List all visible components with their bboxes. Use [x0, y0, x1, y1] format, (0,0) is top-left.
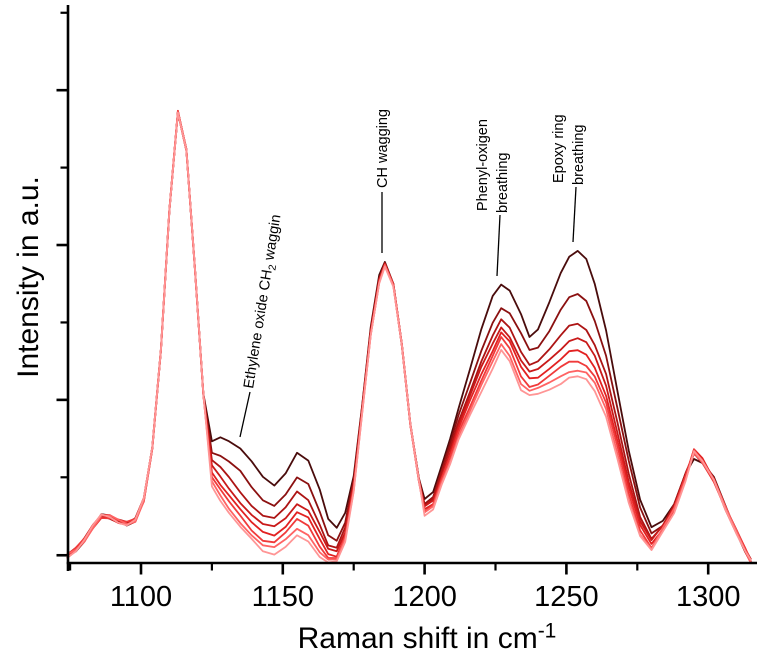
spectrum-line-7 — [66, 111, 752, 564]
label-text-part: waggin — [261, 213, 285, 265]
spectrum-line-4 — [66, 111, 752, 564]
x-axis-tick-label: 1200 — [392, 581, 457, 613]
x-axis-tick-label: 1100 — [110, 581, 172, 613]
label-text-part: breathing — [571, 125, 587, 185]
annotation-leader-line — [496, 214, 501, 277]
annotation-label: breathing — [495, 153, 511, 213]
spectrum-line-1 — [66, 111, 752, 563]
annotation-leader-line — [239, 391, 251, 438]
annotation-label: Epoxy ring — [551, 114, 567, 183]
label-text-part: Ethylene oxide CH — [241, 269, 276, 390]
x-axis-tick-label: 1300 — [676, 581, 741, 613]
y-axis — [56, 5, 70, 571]
annotation-epoxy-ring-breathing: Epoxy ring breathing — [551, 114, 587, 243]
spectrum-line-2 — [66, 110, 752, 560]
annotation-label: Phenyl-oxigen — [475, 119, 491, 211]
x-axis: 1100 1150 1200 1250 1300 — [66, 561, 757, 613]
label-text-part: Phenyl-oxigen — [475, 119, 491, 211]
annotation-ch-wagging: CH wagging — [375, 109, 391, 253]
label-text-part: CH wagging — [375, 109, 391, 188]
y-axis-title: Intensity in a.u. — [12, 176, 45, 378]
annotation-leader-line — [572, 186, 577, 243]
spectra-series — [66, 109, 752, 564]
label-text-part: -1 — [538, 620, 557, 643]
label-text-part: Epoxy ring — [551, 114, 567, 183]
label-text-part: breathing — [495, 153, 511, 213]
spectrum-line-3 — [66, 110, 752, 563]
x-axis-tick-label: 1150 — [252, 581, 314, 613]
x-axis-title: Raman shift in cm-1 — [298, 620, 557, 656]
annotation-label: CH wagging — [375, 109, 391, 188]
annotation-label: breathing — [571, 125, 587, 185]
label-text-part: Raman shift in cm — [298, 622, 538, 655]
spectrum-line-5 — [66, 111, 752, 560]
label-text-part: 2 — [267, 264, 279, 272]
spectrum-line-8 — [66, 111, 752, 564]
annotation-phenyl-oxigen-breathing: Phenyl-oxigen breathing — [475, 119, 511, 277]
peak-annotations: Ethylene oxide CH2 waggin CH wagging Pheny… — [239, 109, 587, 438]
x-axis-tick-label: 1250 — [534, 581, 599, 613]
annotation-label: Ethylene oxide CH2 waggin — [241, 213, 287, 390]
spectrum-line-6 — [66, 109, 752, 562]
annotation-ethylene-oxide-ch2-wagging: Ethylene oxide CH2 waggin — [239, 213, 287, 438]
